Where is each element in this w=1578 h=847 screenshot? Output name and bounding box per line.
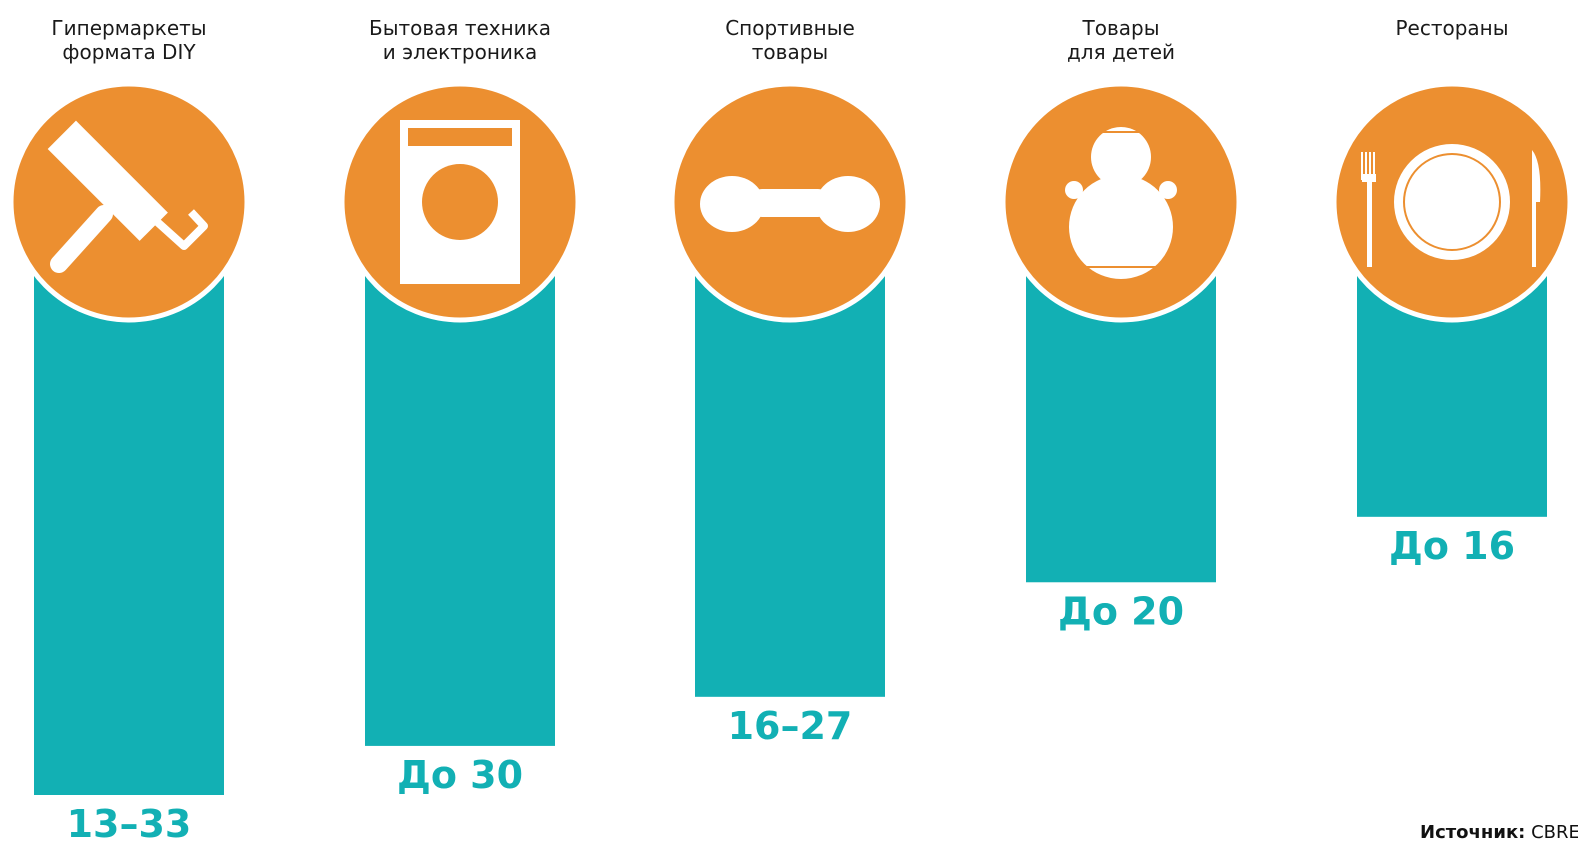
category-label: формата DIY [62, 40, 196, 64]
category-label: Гипермаркеты [51, 16, 206, 40]
category-label: для детей [1067, 40, 1175, 64]
category-label: Товары [1082, 16, 1160, 40]
icons [8, 81, 1573, 323]
category-label: Спортивные [725, 16, 855, 40]
value-label: 16–27 [728, 704, 853, 748]
category-label: Бытовая техника [369, 16, 551, 40]
icon-washer [339, 81, 581, 323]
value-label: 13–33 [67, 802, 192, 846]
category-label: товары [752, 40, 828, 64]
category-label: и электроника [383, 40, 538, 64]
source-text: CBRE [1531, 822, 1578, 843]
bar [695, 255, 885, 697]
icon-roller [8, 81, 250, 323]
icon-dumbbell [669, 81, 911, 323]
bar [365, 255, 555, 746]
icon-toy [1000, 81, 1242, 323]
icon-plate [1331, 81, 1573, 323]
value-label: До 30 [397, 753, 523, 797]
category-label: Рестораны [1395, 16, 1508, 40]
bar [34, 255, 224, 795]
value-label: До 16 [1389, 524, 1515, 568]
source: Источник: CBRE [1420, 822, 1578, 843]
source-label: Источник: [1420, 822, 1525, 843]
value-label: До 20 [1058, 589, 1184, 633]
